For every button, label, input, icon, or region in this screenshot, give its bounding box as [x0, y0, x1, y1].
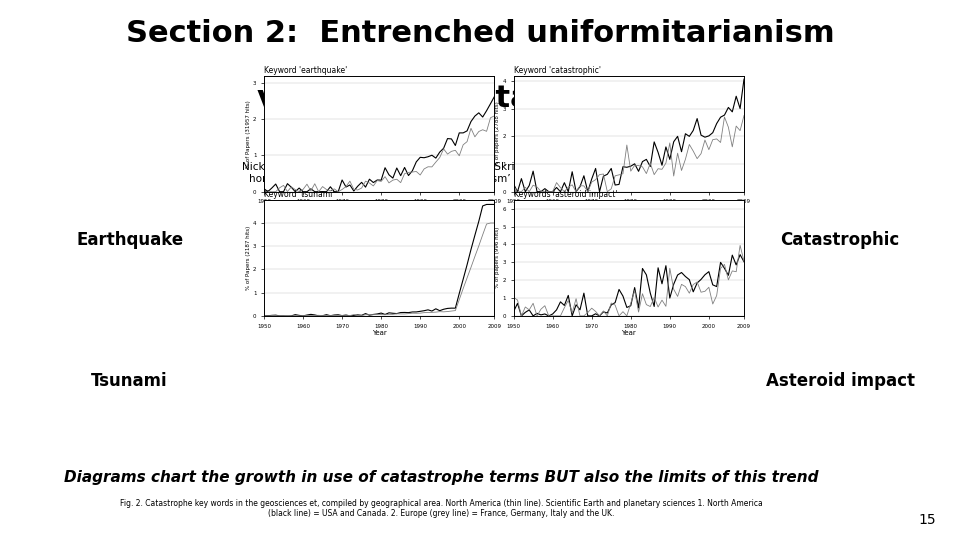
Text: Nick Marriner, Christophe Morhange and Stefan Skrimshire 2010 ‘Geoscience meets : Nick Marriner, Christophe Morhange and S… — [242, 162, 728, 184]
X-axis label: Year: Year — [372, 330, 387, 336]
Y-axis label: % of Papers (31957 hits): % of Papers (31957 hits) — [246, 100, 251, 167]
Text: Keyword 'catastrophic': Keyword 'catastrophic' — [514, 66, 601, 75]
Text: Keyword 'earthquake': Keyword 'earthquake' — [264, 66, 348, 75]
Text: Asteroid impact: Asteroid impact — [765, 372, 915, 390]
X-axis label: Year: Year — [372, 206, 387, 212]
Text: 15: 15 — [919, 512, 936, 526]
X-axis label: Year: Year — [621, 330, 636, 336]
Text: versus neo-catastrophism: versus neo-catastrophism — [257, 84, 703, 113]
Text: Keywords 'asteroid impact': Keywords 'asteroid impact' — [514, 190, 617, 199]
Text: Diagrams chart the growth in use of catastrophe terms BUT also the limits of thi: Diagrams chart the growth in use of cata… — [64, 470, 819, 485]
Text: Catastrophic: Catastrophic — [780, 231, 900, 249]
Text: Fig. 2. Catastrophe key words in the geosciences et, compiled by geographical ar: Fig. 2. Catastrophe key words in the geo… — [120, 499, 763, 518]
Text: Earthquake: Earthquake — [76, 231, 183, 249]
Y-axis label: % of papers (996 hits): % of papers (996 hits) — [495, 227, 500, 288]
Text: Tsunami: Tsunami — [91, 372, 168, 390]
Y-axis label: % of Papers (2187 hits): % of Papers (2187 hits) — [246, 226, 251, 290]
Y-axis label: % of papers (2788 hits): % of papers (2788 hits) — [495, 102, 500, 166]
X-axis label: Year: Year — [621, 206, 636, 212]
Text: Keyword 'tsunami': Keyword 'tsunami' — [264, 190, 334, 199]
Text: Section 2:  Entrenched uniformitarianism: Section 2: Entrenched uniformitarianism — [126, 19, 834, 48]
